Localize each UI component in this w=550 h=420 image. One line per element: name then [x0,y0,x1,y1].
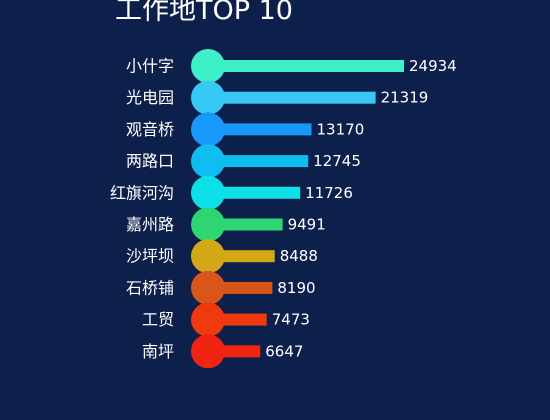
chart-title: 工作地TOP 10 [115,0,293,26]
bar [208,60,404,72]
value-label: 11726 [305,184,353,202]
category-label: 南坪 [142,342,174,361]
bar-head-circle [191,49,225,83]
bar-head-circle [191,207,225,242]
value-label: 7473 [272,311,310,329]
category-label: 光电园 [126,88,174,107]
value-label: 8488 [280,247,318,265]
category-label: 工贸 [142,310,174,329]
category-label: 沙坪坝 [126,247,174,266]
value-label: 6647 [265,342,303,360]
bar [208,218,283,231]
category-label: 嘉州路 [126,215,174,234]
category-label: 两路口 [126,152,174,171]
bar-head-circle [191,144,225,179]
value-label: 21319 [381,89,429,107]
bar-head-circle [191,175,225,210]
category-label: 观音桥 [126,120,174,139]
value-label: 9491 [288,216,326,234]
bar-head-circle [191,302,225,337]
bar [208,186,301,199]
category-label: 红旗河沟 [110,183,174,202]
bar-head-circle [191,112,225,147]
value-label: 13170 [317,120,365,138]
value-label: 24934 [409,57,457,75]
value-label: 8190 [277,279,315,297]
value-label: 12745 [313,152,361,170]
category-label: 小什字 [126,57,174,76]
category-label: 石桥铺 [126,278,174,297]
bar-head-circle [191,270,225,305]
bar [208,155,309,168]
bar-head-circle [191,239,225,274]
bar-head-circle [191,334,225,369]
bar-head-circle [191,80,225,115]
bar [208,91,376,104]
bar [208,123,312,136]
